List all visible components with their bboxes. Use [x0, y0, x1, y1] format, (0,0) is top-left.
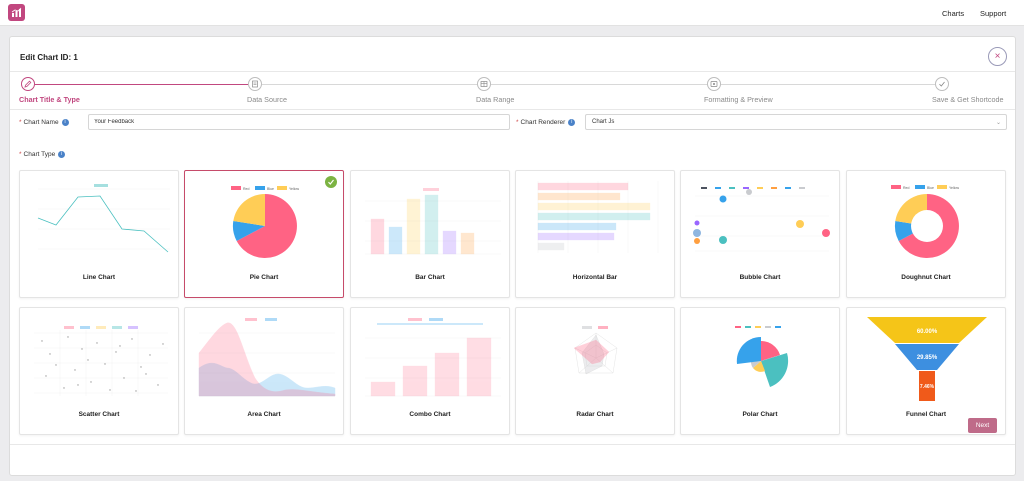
- data-source-icon: [252, 80, 258, 88]
- chart-type-card-pie[interactable]: Red Blue Yellow Pie Chart: [184, 170, 344, 298]
- top-navbar: Charts Support: [0, 0, 1024, 26]
- app-logo[interactable]: [8, 4, 25, 21]
- chart-type-name: Polar Chart: [742, 411, 778, 418]
- chart-type-card-scatter[interactable]: Scatter Chart: [19, 307, 179, 435]
- chart-type-card-doughnut[interactable]: Red Blue Yellow Doughnut Chart: [846, 170, 1006, 298]
- chart-type-name: Scatter Chart: [78, 411, 120, 418]
- data-range-icon: [480, 81, 488, 87]
- scatter-chart-thumbnail: [34, 326, 168, 396]
- nav-link-charts[interactable]: Charts: [942, 9, 965, 18]
- combo-chart-thumbnail: [365, 318, 501, 397]
- step-label-save[interactable]: Save & Get Shortcode: [932, 95, 1004, 104]
- chart-logo-icon: [11, 7, 22, 17]
- close-icon: ×: [994, 51, 1001, 62]
- pie-legend-blue: Blue: [267, 187, 274, 191]
- header-divider: [10, 71, 1015, 72]
- doughnut-legend-red: Red: [903, 186, 909, 190]
- chart-type-card-bubble[interactable]: Bubble Chart: [680, 170, 840, 298]
- step-connector: [491, 84, 707, 85]
- pie-legend-yellow: Yellow: [289, 187, 299, 191]
- chart-type-name: Pie Chart: [249, 274, 279, 281]
- chart-renderer-value: Chart Js: [592, 119, 615, 125]
- chart-renderer-select[interactable]: Chart Js ⌄: [585, 114, 1007, 130]
- chart-type-card-line[interactable]: Line Chart: [19, 170, 179, 298]
- info-icon[interactable]: i: [61, 119, 69, 126]
- chart-type-card-hbar[interactable]: Horizontal Bar: [515, 170, 675, 298]
- chart-type-card-funnel[interactable]: 60.00% 29.85% 7.46% Funnel Chart: [846, 307, 1006, 435]
- required-mark: *: [19, 119, 22, 127]
- funnel-chart-thumbnail: 60.00% 29.85% 7.46%: [867, 317, 987, 401]
- funnel-label-bottom: 7.46%: [920, 384, 935, 390]
- chart-type-label: * Chart Type i: [19, 151, 66, 159]
- info-icon[interactable]: i: [58, 151, 66, 158]
- chart-type-name: Doughnut Chart: [901, 274, 951, 281]
- doughnut-legend-blue: Blue: [927, 186, 934, 190]
- chart-name-input[interactable]: [88, 114, 510, 130]
- chart-type-card-area[interactable]: Area Chart: [184, 307, 344, 435]
- step-5-circle[interactable]: [935, 77, 949, 91]
- chart-type-card-polar[interactable]: Polar Chart: [680, 307, 840, 435]
- step-1-circle[interactable]: [21, 77, 35, 91]
- step-label-data-source[interactable]: Data Source: [247, 95, 287, 104]
- chart-type-name: Line Chart: [82, 274, 116, 281]
- chart-type-name: Funnel Chart: [905, 411, 947, 418]
- line-chart-thumbnail: [37, 184, 170, 253]
- chart-type-name: Area Chart: [247, 411, 281, 418]
- next-button[interactable]: Next: [968, 418, 997, 433]
- formatting-icon: [710, 81, 718, 87]
- chart-type-name: Combo Chart: [409, 411, 451, 418]
- doughnut-chart-thumbnail: Red Blue Yellow: [891, 185, 959, 258]
- chevron-down-icon: ⌄: [995, 120, 1001, 126]
- step-label-chart-title[interactable]: Chart Title & Type: [19, 95, 80, 104]
- step-4-circle[interactable]: [707, 77, 721, 91]
- funnel-label-middle: 29.85%: [917, 355, 938, 361]
- bar-chart-thumbnail: [365, 188, 501, 255]
- footer-divider: [10, 444, 1015, 445]
- chart-name-label-text: Chart Name: [23, 119, 59, 127]
- chart-renderer-label-text: Chart Renderer: [520, 119, 566, 127]
- step-connector: [721, 84, 935, 85]
- step-label-data-range[interactable]: Data Range: [476, 95, 515, 104]
- stepper-divider: [10, 109, 1015, 110]
- chart-type-label-text: Chart Type: [23, 151, 56, 159]
- pie-legend-red: Red: [243, 187, 249, 191]
- step-2-circle[interactable]: [248, 77, 262, 91]
- bubble-chart-thumbnail: [693, 187, 830, 252]
- funnel-label-top: 60.00%: [917, 329, 938, 335]
- chart-name-label: * Chart Name i: [19, 119, 69, 126]
- chart-type-card-combo[interactable]: Combo Chart: [350, 307, 510, 435]
- chart-type-name: Bubble Chart: [739, 274, 781, 281]
- chart-type-name: Horizontal Bar: [572, 274, 618, 281]
- doughnut-legend-yellow: Yellow: [949, 186, 959, 190]
- selected-check-icon: [325, 176, 337, 188]
- step-connector: [35, 84, 248, 85]
- required-mark: *: [19, 151, 22, 159]
- chart-type-card-radar[interactable]: Radar Chart: [515, 307, 675, 435]
- step-label-formatting[interactable]: Formatting & Preview: [704, 95, 773, 104]
- chart-type-card-bar[interactable]: Bar Chart: [350, 170, 510, 298]
- horizontal-bar-chart-thumbnail: [537, 181, 659, 253]
- required-mark: *: [516, 119, 519, 127]
- page-title: Edit Chart ID: 1: [20, 53, 78, 62]
- edit-chart-panel: Edit Chart ID: 1 ×: [9, 36, 1016, 476]
- nav-link-support[interactable]: Support: [980, 9, 1007, 18]
- chart-type-name: Bar Chart: [415, 274, 445, 281]
- polar-chart-thumbnail: [735, 326, 789, 387]
- step-3-circle[interactable]: [477, 77, 491, 91]
- radar-chart-thumbnail: [573, 326, 618, 375]
- step-connector: [262, 84, 477, 85]
- area-chart-thumbnail: [198, 318, 336, 397]
- pie-chart-thumbnail: Red Blue Yellow: [231, 186, 299, 258]
- close-button[interactable]: ×: [988, 47, 1007, 66]
- info-icon[interactable]: i: [568, 119, 576, 126]
- pencil-icon: [24, 80, 32, 88]
- chart-renderer-label: * Chart Renderer i: [516, 119, 576, 127]
- checkmark-icon: [939, 81, 945, 87]
- chart-type-name: Radar Chart: [576, 411, 614, 418]
